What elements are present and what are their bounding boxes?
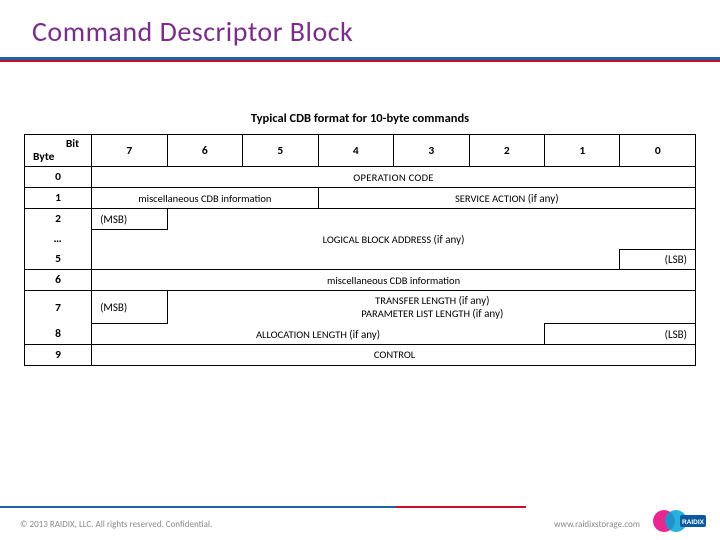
footer: © 2013 RAIDIX, LLC. All rights reserved.…: [0, 519, 720, 530]
raidix-logo: RAIDIX: [652, 508, 708, 534]
row-7-lines: TRANSFER LENGTH (if any) PARAMETER LIST …: [167, 291, 695, 324]
row-8-lsb: (LSB): [545, 324, 696, 345]
bit-label: Bit: [31, 138, 85, 151]
row-dots-idx: …: [25, 229, 92, 249]
row-5-blank: [92, 249, 620, 270]
row-1-idx: 1: [25, 188, 92, 209]
alloc-length-label: ALLOCATION LENGTH: [256, 328, 347, 341]
cdb-table: Bit Byte 7 6 5 4 3 2 1 0 0 OPERATION COD…: [24, 134, 696, 366]
lba-suffix: (if any): [434, 233, 465, 246]
param-list-label: PARAMETER LIST LENGTH: [361, 307, 470, 320]
row-6-content: miscellaneous CDB information: [92, 270, 696, 291]
row-6-idx: 6: [25, 270, 92, 291]
row-2-blank: [167, 209, 695, 230]
row-5: 5 (LSB): [25, 249, 696, 270]
row-7: 7 (MSB) TRANSFER LENGTH (if any) PARAMET…: [25, 291, 696, 324]
row-1-right: SERVICE ACTION (if any): [318, 188, 695, 209]
row-9-content: CONTROL: [92, 344, 696, 365]
row-0: 0 OPERATION CODE: [25, 167, 696, 188]
footer-url: www.raidixstorage.com: [554, 519, 640, 530]
row-8-line: ALLOCATION LENGTH (if any): [92, 324, 545, 345]
transfer-length-label: TRANSFER LENGTH: [375, 294, 456, 307]
row-9-idx: 9: [25, 344, 92, 365]
page-title: Command Descriptor Block: [0, 0, 720, 57]
bit-5: 5: [243, 135, 318, 167]
row-5-idx: 5: [25, 249, 92, 270]
footer-line: [0, 506, 720, 508]
row-2-msb: (MSB): [92, 209, 167, 230]
row-5-lsb: (LSB): [620, 249, 696, 270]
row-7-msb: (MSB): [92, 291, 167, 324]
row-1-suffix: (if any): [528, 192, 559, 205]
table-caption: Typical CDB format for 10-byte commands: [24, 111, 696, 126]
bit-6: 6: [167, 135, 242, 167]
row-7-idx: 7: [25, 291, 92, 324]
bit-7: 7: [92, 135, 167, 167]
pl-suffix: (if any): [472, 307, 503, 320]
bit-3: 3: [394, 135, 469, 167]
row-2-idx: 2: [25, 209, 92, 230]
row-8: 8 ALLOCATION LENGTH (if any) (LSB): [25, 324, 696, 345]
header-corner: Bit Byte: [25, 135, 92, 167]
copyright: © 2013 RAIDIX, LLC. All rights reserved.…: [20, 519, 212, 530]
logo-text: RAIDIX: [682, 519, 705, 526]
row-1-left: miscellaneous CDB information: [92, 188, 318, 209]
tl-suffix: (if any): [459, 294, 490, 307]
table-header-row: Bit Byte 7 6 5 4 3 2 1 0: [25, 135, 696, 167]
bit-0: 0: [620, 135, 696, 167]
al-suffix: (if any): [349, 328, 380, 341]
row-dots: … LOGICAL BLOCK ADDRESS (if any): [25, 229, 696, 249]
row-6: 6 miscellaneous CDB information: [25, 270, 696, 291]
row-lba: LOGICAL BLOCK ADDRESS (if any): [92, 229, 696, 249]
lba-label: LOGICAL BLOCK ADDRESS: [323, 233, 432, 246]
title-underline: [0, 57, 720, 61]
row-9: 9 CONTROL: [25, 344, 696, 365]
byte-label: Byte: [31, 151, 85, 164]
bit-4: 4: [318, 135, 393, 167]
row-8-idx: 8: [25, 324, 92, 345]
row-0-idx: 0: [25, 167, 92, 188]
cdb-table-wrap: Typical CDB format for 10-byte commands …: [24, 111, 696, 366]
bit-2: 2: [469, 135, 544, 167]
service-action-label: SERVICE ACTION: [455, 192, 525, 205]
row-1: 1 miscellaneous CDB information SERVICE …: [25, 188, 696, 209]
bit-1: 1: [545, 135, 620, 167]
row-0-content: OPERATION CODE: [92, 167, 696, 188]
row-2: 2 (MSB): [25, 209, 696, 230]
